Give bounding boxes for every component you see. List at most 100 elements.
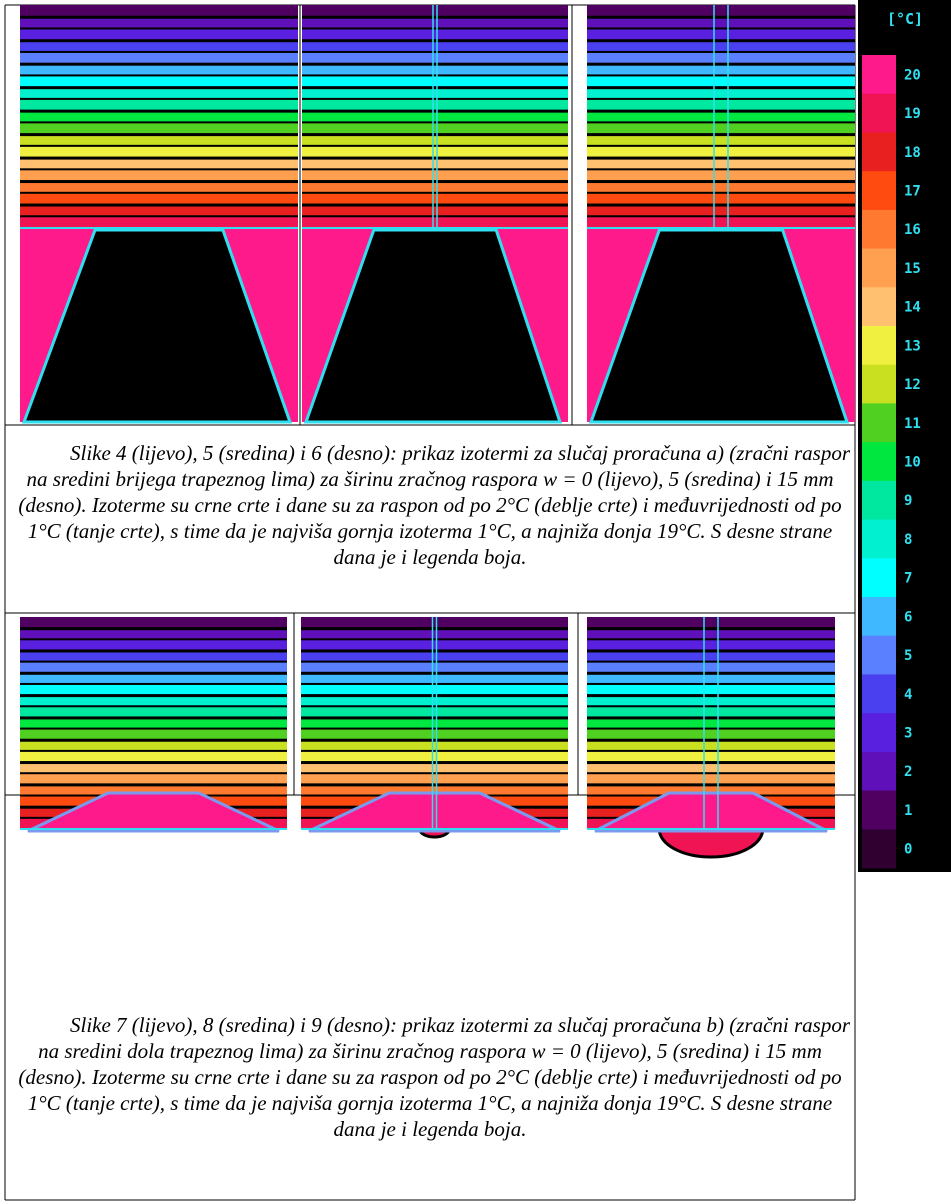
isotherm-line	[587, 638, 835, 641]
isotherm-line	[20, 27, 298, 30]
isotherm-line	[20, 671, 287, 675]
isotherm-line	[20, 15, 298, 19]
isotherm-line	[20, 74, 298, 77]
isotherm-line	[301, 627, 568, 631]
legend-swatch	[862, 171, 896, 211]
isotherm-band	[301, 717, 568, 730]
legend-label: 5	[904, 648, 912, 664]
isotherm-band	[20, 773, 287, 785]
isotherm-line	[301, 682, 568, 685]
isotherm-band	[20, 5, 298, 18]
isotherm-band	[301, 661, 568, 674]
legend-swatch	[862, 751, 896, 792]
isotherm-band	[20, 628, 287, 640]
legend-swatch	[862, 558, 896, 598]
isotherm-line	[587, 144, 855, 147]
isotherm-line	[20, 783, 287, 787]
isotherm-band	[587, 122, 855, 135]
isotherm-line	[302, 168, 568, 171]
isotherm-band	[302, 5, 568, 18]
isotherm-line	[587, 156, 855, 160]
isotherm-band	[587, 134, 855, 147]
isotherm-line	[20, 749, 287, 752]
legend-swatch	[862, 55, 896, 95]
isotherm-band	[302, 204, 568, 217]
isotherm-band	[302, 51, 568, 65]
isotherm-line	[301, 738, 568, 742]
legend-swatch	[862, 480, 896, 521]
isotherm-line	[20, 694, 287, 698]
isotherm-band	[302, 110, 568, 123]
isotherm-line	[301, 716, 568, 720]
isotherm-line	[302, 62, 568, 66]
legend-swatch	[862, 326, 896, 366]
legend-swatch	[862, 713, 896, 753]
legend-label: 0	[904, 842, 912, 858]
isotherm-band	[20, 672, 287, 685]
trapezoid	[303, 228, 563, 424]
isotherm-band	[302, 145, 568, 159]
isotherm-band	[587, 169, 855, 182]
isotherm-band	[20, 134, 298, 147]
isotherm-line	[302, 133, 568, 137]
isotherm-band	[20, 98, 298, 112]
legend-swatch	[862, 287, 896, 327]
isotherm-line	[302, 97, 568, 100]
isotherm-line	[587, 694, 835, 698]
isotherm-band	[587, 695, 835, 707]
legend-swatch	[862, 248, 896, 288]
isotherm-line	[301, 761, 568, 765]
isotherm-line	[20, 705, 287, 708]
isotherm-line	[302, 109, 568, 113]
isotherm-line	[20, 109, 298, 113]
isotherm-band	[20, 16, 298, 29]
trapezoid	[308, 791, 561, 833]
isotherm-band	[587, 717, 835, 730]
legend-swatch	[862, 364, 896, 404]
isotherm-line	[587, 627, 835, 631]
isotherm-line	[301, 783, 568, 787]
isotherm-band	[20, 661, 287, 674]
isotherm-line	[302, 203, 568, 207]
isotherm-line	[587, 772, 835, 775]
isotherm-band	[587, 706, 835, 718]
isotherm-band	[20, 192, 298, 206]
isotherm-band	[587, 762, 835, 774]
isotherm-line	[302, 74, 568, 77]
isotherm-line	[587, 203, 855, 207]
isotherm-band	[587, 63, 855, 76]
isotherm-band	[301, 773, 568, 785]
isotherm-line	[587, 180, 855, 184]
legend-label: 13	[904, 338, 921, 354]
isotherm-band	[20, 169, 298, 182]
legend-swatch	[862, 790, 896, 830]
isotherm-line	[587, 27, 855, 30]
legend-label: 14	[904, 300, 921, 316]
isotherm-line	[302, 15, 568, 19]
isotherm-line	[587, 649, 835, 653]
isotherm-band	[20, 717, 287, 730]
isotherm-band	[587, 639, 835, 651]
isotherm-line	[587, 168, 855, 171]
isotherm-line	[20, 62, 298, 66]
legend-label: 7	[904, 571, 912, 587]
isotherm-band	[20, 63, 298, 76]
isotherm-band	[20, 145, 298, 159]
isotherm-line	[20, 660, 287, 663]
isotherm-band	[301, 695, 568, 707]
isotherm-band	[301, 750, 568, 763]
isotherm-line	[587, 660, 835, 663]
isotherm-line	[587, 133, 855, 137]
isotherm-line	[302, 144, 568, 147]
isotherm-band	[587, 16, 855, 29]
legend-swatch	[862, 403, 896, 443]
legend-label: 15	[904, 261, 921, 277]
isotherm-band	[20, 683, 287, 696]
isotherm-line	[301, 705, 568, 708]
legend-label: 16	[904, 222, 921, 238]
isotherm-band	[20, 157, 298, 170]
legend-label: 4	[904, 687, 912, 703]
legend-title: [°C]	[887, 10, 923, 28]
isotherm-line	[587, 716, 835, 720]
isotherm-line	[20, 39, 298, 43]
